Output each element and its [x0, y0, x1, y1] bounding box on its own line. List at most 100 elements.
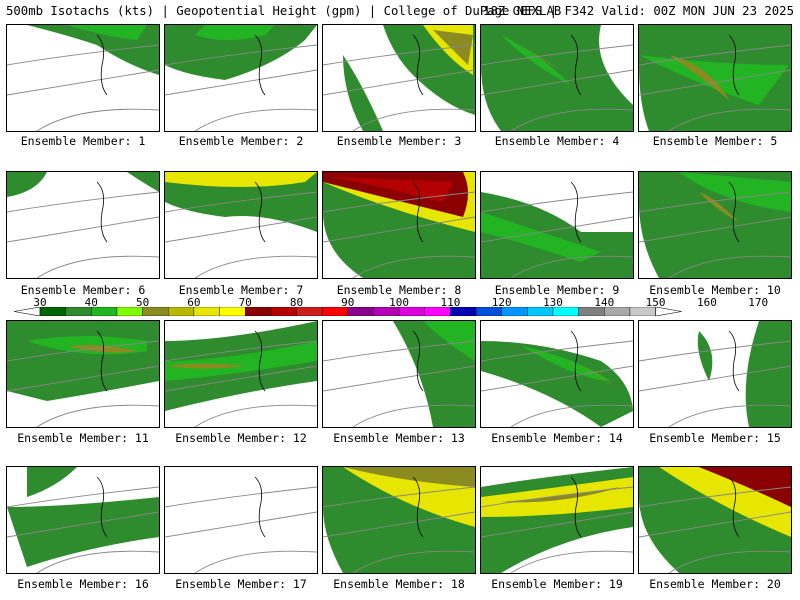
isotach-map: [323, 25, 475, 131]
height-contour: [323, 365, 475, 392]
isotach-shading: [165, 363, 245, 369]
height-contour: [668, 550, 791, 573]
legend-color-swatch: [552, 307, 579, 316]
height-contour: [639, 340, 791, 362]
isotach-map: [165, 172, 317, 278]
height-contour: [481, 340, 633, 362]
height-contour: [323, 216, 475, 243]
map-panel-member-12: [164, 320, 318, 428]
coastline: [728, 476, 740, 538]
map-panel-member-7: [164, 171, 318, 279]
height-contour: [165, 486, 317, 508]
legend-tick-label: 170: [748, 296, 769, 309]
height-contour: [7, 486, 159, 508]
legend-tick-label: 40: [84, 296, 98, 309]
legend-color-swatch: [65, 307, 92, 316]
height-contour: [165, 69, 317, 96]
isotach-map: [7, 321, 159, 427]
legend-color-swatch: [527, 307, 554, 316]
legend-color-swatch: [168, 307, 195, 316]
isotach-map: [639, 321, 791, 427]
legend-color-swatch: [398, 307, 425, 316]
panel-caption: Ensemble Member: 17: [175, 577, 307, 591]
legend-tick-label: 120: [491, 296, 512, 309]
coastline: [96, 34, 108, 96]
height-contour: [481, 365, 633, 392]
map-panel-member-1: [6, 24, 160, 132]
height-contour: [194, 550, 317, 573]
map-panel-member-20: [638, 466, 792, 574]
height-contour: [323, 191, 475, 213]
coastline: [412, 476, 424, 538]
legend-color-swatch: [219, 307, 246, 316]
height-contour: [352, 550, 475, 573]
legend-tick-label: 80: [289, 296, 304, 309]
coastline: [412, 181, 424, 243]
height-contour: [165, 216, 317, 243]
height-contour: [36, 255, 159, 278]
height-contour: [481, 511, 633, 538]
panel-caption: Ensemble Member: 11: [17, 431, 149, 445]
map-panel-member-6: [6, 171, 160, 279]
legend-color-swatch: [193, 307, 220, 316]
isotach-shading: [501, 35, 571, 85]
height-contour: [165, 511, 317, 538]
isotach-map: [481, 467, 633, 573]
isotach-map: [7, 467, 159, 573]
height-contour: [510, 255, 633, 278]
colorbar-legend: 30 40 50 60 70 80 90 100 110 120 130 140 150 160 170: [0, 296, 800, 318]
panel-caption: Ensemble Member: 3: [336, 134, 462, 148]
isotach-map: [7, 25, 159, 131]
isotach-shading: [165, 172, 317, 187]
height-contour: [639, 216, 791, 243]
coastline: [254, 34, 266, 96]
isotach-map: [639, 467, 791, 573]
coastline: [728, 330, 740, 392]
isotach-shading: [7, 172, 47, 197]
panel-caption: Ensemble Member: 12: [175, 431, 307, 445]
height-contour: [7, 365, 159, 392]
height-contour: [352, 404, 475, 427]
map-panel-member-11: [6, 320, 160, 428]
isotach-map: [165, 25, 317, 131]
height-contour: [668, 404, 791, 427]
map-panel-member-5: [638, 24, 792, 132]
isotach-shading: [481, 341, 633, 427]
legend-color-swatch: [373, 307, 400, 316]
isotach-shading: [7, 321, 159, 401]
legend-tick-label: 160: [696, 296, 717, 309]
legend-color-swatch: [116, 307, 143, 316]
height-contour: [165, 191, 317, 213]
height-contour: [36, 108, 159, 131]
height-contour: [194, 255, 317, 278]
coastline: [570, 476, 582, 538]
legend-color-swatch: [39, 307, 66, 316]
isotach-map: [323, 467, 475, 573]
height-contour: [510, 550, 633, 573]
height-contour: [639, 69, 791, 96]
height-contour: [7, 191, 159, 213]
legend-under-arrow: [13, 307, 41, 316]
height-contour: [481, 216, 633, 243]
isotach-map: [481, 181, 633, 278]
isotach-map: [481, 25, 633, 131]
height-contour: [352, 108, 475, 131]
panel-caption: Ensemble Member: 5: [652, 134, 778, 148]
legend-tick-label: 90: [341, 296, 355, 309]
isotach-map: [7, 172, 159, 278]
legend-tick-label: 100: [389, 296, 410, 309]
isotach-shading: [697, 331, 713, 381]
legend-color-swatch: [270, 307, 297, 316]
isotach-shading: [501, 487, 621, 503]
height-contour: [7, 511, 159, 538]
height-contour: [323, 486, 475, 508]
isotach-shading: [7, 497, 159, 567]
isotach-shading: [165, 172, 317, 232]
coastline: [96, 181, 108, 243]
legend-color-swatch: [578, 307, 605, 316]
legend-tick-label: 110: [440, 296, 461, 309]
isotach-shading: [27, 467, 77, 497]
height-contour: [481, 191, 633, 213]
map-panel-member-9: [480, 171, 634, 279]
isotach-shading: [67, 345, 137, 353]
